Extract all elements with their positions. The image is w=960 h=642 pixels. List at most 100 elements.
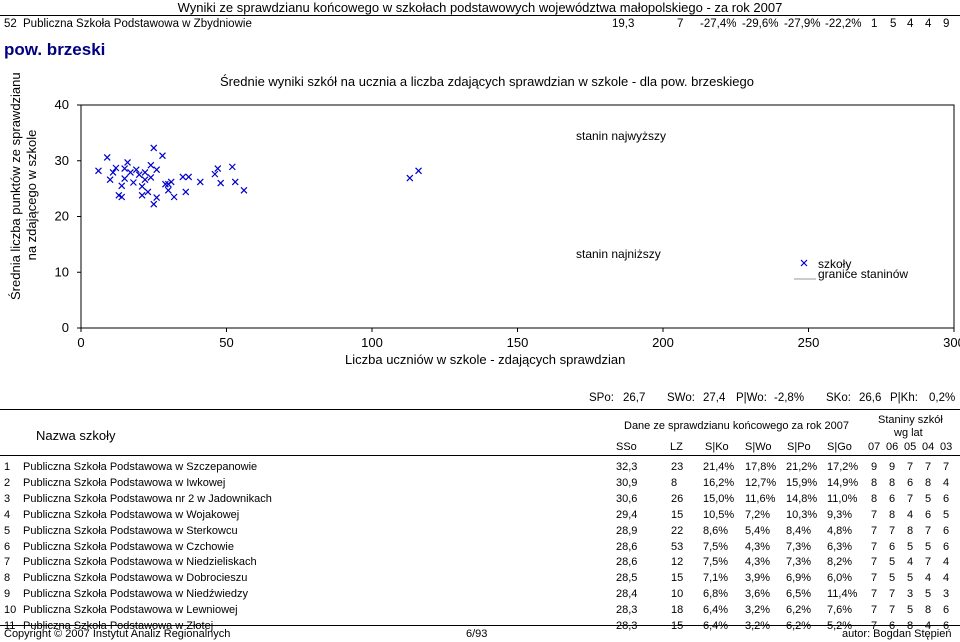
- cell-name: Publiczna Szkoła Podstawowa nr 2 w Jadow…: [23, 492, 272, 505]
- cell-stanin-06: 5: [889, 572, 896, 585]
- cell-swo: 4,3%: [745, 540, 771, 553]
- pwo-value: -2,8%: [774, 392, 805, 404]
- cell-stanin-07: 7: [871, 588, 878, 601]
- cell-sko: 10,5%: [703, 508, 735, 521]
- data-point: [217, 179, 225, 187]
- col-lz: LZ: [670, 441, 683, 453]
- data-point: [118, 193, 126, 201]
- cell-stanin-07: 7: [871, 540, 878, 553]
- report-title: Wyniki ze sprawdzianu końcowego w szkoła…: [177, 0, 783, 15]
- cell-spo: 10,3%: [786, 508, 818, 521]
- data-point: [179, 173, 187, 181]
- cell-stanin-05: 5: [907, 572, 914, 585]
- cell-stanin-03: 4: [943, 476, 950, 489]
- sko-label: SKo:: [826, 392, 851, 404]
- cell-stanin-06: 9: [889, 461, 896, 473]
- cell-sgo: 11,4%: [827, 588, 858, 601]
- col-sso: SSo: [616, 441, 637, 453]
- data-point: [196, 178, 204, 186]
- cell-name: Publiczna Szkoła Podstawowa w Czchowie: [23, 540, 234, 553]
- cell-stanin-06: 8: [889, 476, 896, 489]
- cell-sgo: 11,0%: [827, 492, 858, 505]
- data-point: [138, 191, 146, 199]
- cell-sko: 7,5%: [703, 540, 729, 553]
- cell-sso: 28,5: [616, 572, 638, 585]
- cell-sgo: 6,3%: [827, 540, 853, 553]
- cell-stanin-05: 6: [907, 476, 914, 489]
- scatter-chart: 0 10 20 30 40 0 50 100 150 200 250 300 stanin najwyż…: [55, 97, 960, 350]
- cell-stanin-03: 6: [943, 620, 950, 632]
- cell-lz: 15: [671, 508, 684, 521]
- data-point: [150, 144, 158, 152]
- cell-spo: 7,3%: [786, 540, 812, 553]
- cell-stanin-04: 8: [925, 476, 932, 489]
- cell-stanin-07: 7: [871, 556, 878, 569]
- swo-value: -29,6%: [742, 18, 779, 30]
- cell-stanin-04: 8: [925, 604, 932, 617]
- cell-name: Publiczna Szkoła Podstawowa w Iwkowej: [23, 476, 226, 489]
- pwo-label: P|Wo:: [736, 392, 767, 404]
- section-title: pow. brzeski: [4, 40, 106, 59]
- cell-swo: 3,2%: [745, 604, 771, 617]
- cell-spo: 6,2%: [786, 620, 812, 632]
- col-spo: S|Po: [787, 441, 811, 453]
- x-axis-label: Liczba uczniów w szkole - zdających spra…: [345, 352, 626, 367]
- header-divider: [0, 15, 960, 16]
- cell-sgo: 8,2%: [827, 556, 853, 569]
- copyright: Copyright © 2007 Instytut Analiz Regiona…: [4, 628, 231, 640]
- cell-num: 1: [4, 461, 11, 473]
- data-point: [135, 171, 143, 179]
- cell-stanin-06: 7: [889, 524, 896, 537]
- stanin-06: 5: [890, 18, 897, 30]
- x-tick-label: 300: [943, 335, 960, 350]
- sgo-value: -22,2%: [825, 18, 862, 30]
- cell-num: 4: [4, 508, 11, 521]
- data-point: [118, 182, 126, 190]
- data-point: [147, 174, 155, 181]
- cell-lz: 8: [671, 476, 678, 489]
- cell-swo: 3,9%: [745, 572, 771, 585]
- cell-stanin-07: 7: [871, 604, 878, 617]
- cell-stanin-04: 5: [925, 540, 932, 553]
- cell-stanin-04: 7: [925, 461, 932, 473]
- data-point: [228, 163, 236, 171]
- cell-stanin-03: 6: [943, 492, 950, 505]
- cell-stanin-04: 7: [925, 556, 932, 569]
- cell-stanin-07: 8: [871, 476, 878, 489]
- annotation-lower: stanin najniższy: [576, 247, 661, 261]
- cell-stanin-03: 6: [943, 540, 950, 553]
- data-point: [138, 182, 146, 190]
- cell-name: Publiczna Szkoła Podstawowa w Dobrociesz…: [23, 572, 248, 585]
- col-year-03: 03: [940, 441, 953, 453]
- stanin-03: 9: [943, 18, 950, 30]
- x-tick-label: 100: [361, 335, 383, 350]
- cell-lz: 15: [671, 620, 684, 632]
- cell-num: 11: [4, 620, 16, 632]
- cell-sko: 16,2%: [703, 476, 735, 489]
- cell-name: Publiczna Szkoła Podstawowa w Lewniowej: [23, 604, 238, 617]
- cell-swo: 3,2%: [745, 620, 771, 632]
- y-tick-label: 10: [55, 264, 69, 279]
- data-point: [144, 188, 152, 196]
- cell-sgo: 17,2%: [827, 461, 859, 473]
- cell-stanin-07: 9: [871, 461, 878, 473]
- data-point: [147, 161, 155, 169]
- data-point: [161, 180, 169, 188]
- col-swo: S|Wo: [745, 441, 772, 453]
- cell-swo: 17,8%: [745, 461, 777, 473]
- legend-label-boundaries: granice staninów: [818, 267, 908, 281]
- cell-num: 3: [4, 492, 11, 505]
- chart-title: Średnie wyniki szkół na ucznia a liczba …: [220, 74, 754, 89]
- data-point: [167, 178, 175, 186]
- cell-sko: 15,0%: [703, 492, 735, 505]
- page-number: 6/93: [466, 628, 488, 640]
- cell-stanin-04: 4: [925, 620, 932, 632]
- cell-lz: 53: [671, 540, 684, 553]
- cell-stanin-04: 5: [925, 588, 932, 601]
- cell-sgo: 14,9%: [827, 476, 859, 489]
- data-point: [214, 165, 222, 172]
- cell-lz: 15: [671, 572, 684, 585]
- y-tick-label: 20: [55, 209, 69, 224]
- author: autor: Bogdan Stępień: [842, 628, 952, 640]
- cell-swo: 11,6%: [745, 492, 776, 505]
